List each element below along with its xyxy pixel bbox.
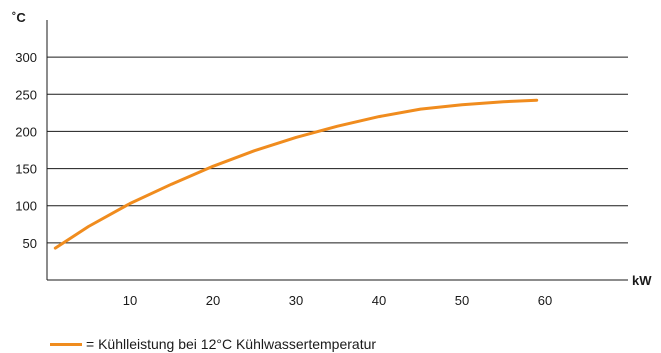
legend: = Kühlleistung bei 12°C Kühlwassertemper…	[50, 336, 376, 352]
y-tick-labels: 50 100 150 200 250 300	[15, 50, 37, 251]
legend-label: = Kühlleistung bei 12°C Kühlwassertemper…	[86, 336, 377, 352]
y-tick-300: 300	[15, 50, 37, 65]
x-tick-60: 60	[538, 293, 552, 308]
y-tick-50: 50	[23, 236, 37, 251]
series-line-0	[53, 98, 539, 250]
legend-swatch	[50, 342, 82, 346]
x-tick-40: 40	[372, 293, 386, 308]
grid	[47, 56, 628, 244]
series-layer	[53, 98, 539, 250]
x-tick-labels: 10 20 30 40 50 60	[123, 293, 552, 308]
y-axis-unit: ˚C	[12, 10, 26, 25]
y-tick-100: 100	[15, 199, 37, 214]
x-tick-30: 30	[289, 293, 303, 308]
y-tick-200: 200	[15, 124, 37, 139]
x-tick-50: 50	[455, 293, 469, 308]
y-tick-250: 250	[15, 87, 37, 102]
x-tick-20: 20	[206, 293, 220, 308]
x-tick-10: 10	[123, 293, 137, 308]
x-axis-unit: kW	[632, 273, 652, 288]
y-tick-150: 150	[15, 162, 37, 177]
